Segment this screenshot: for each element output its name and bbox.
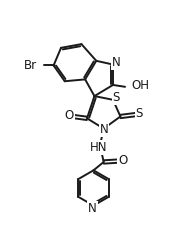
Text: N: N xyxy=(112,56,121,69)
Text: N: N xyxy=(100,123,108,136)
Text: N: N xyxy=(88,202,97,215)
Text: S: S xyxy=(136,107,143,120)
Text: O: O xyxy=(64,109,74,122)
Text: OH: OH xyxy=(131,79,150,92)
Text: HN: HN xyxy=(90,141,108,154)
Text: O: O xyxy=(118,154,127,167)
Text: Br: Br xyxy=(24,59,37,72)
Text: S: S xyxy=(113,92,120,105)
